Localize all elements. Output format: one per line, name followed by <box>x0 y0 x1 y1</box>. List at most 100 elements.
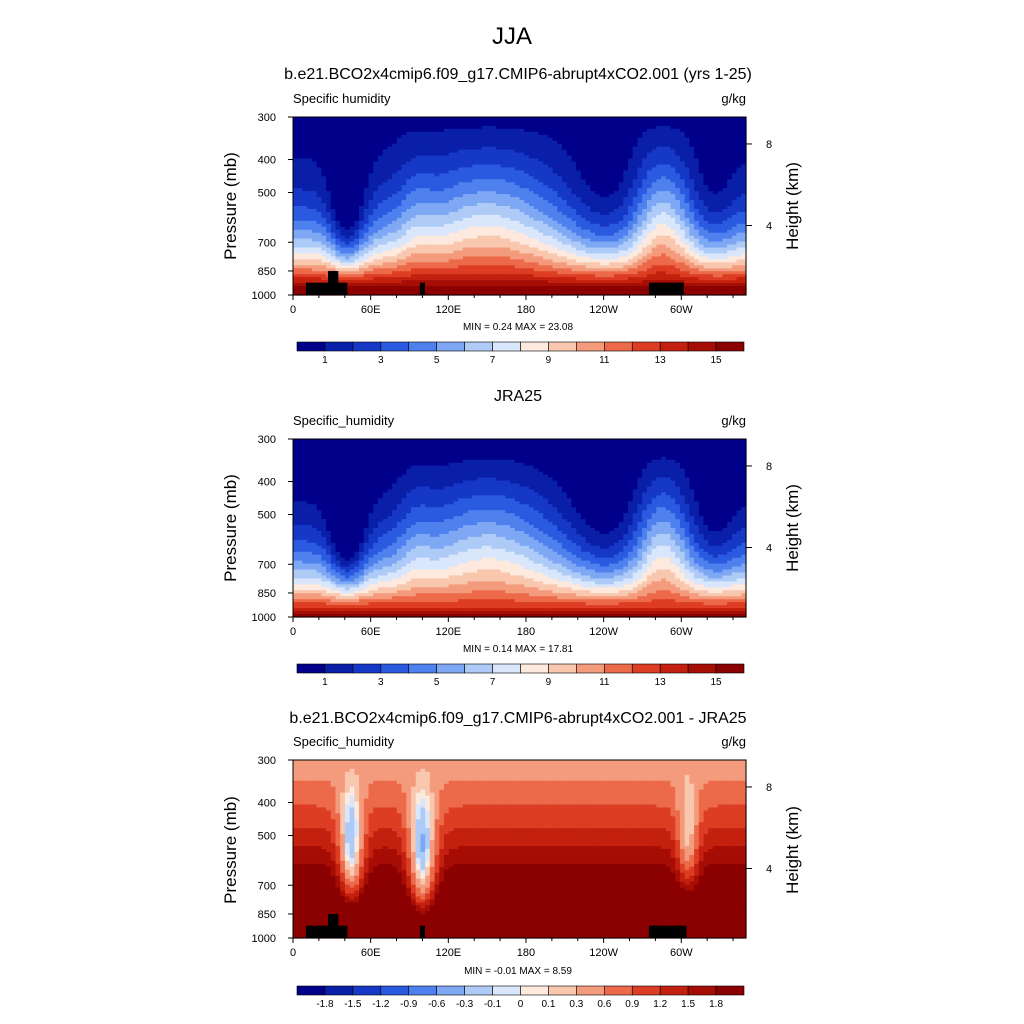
contour-cell <box>609 241 615 246</box>
contour-cell <box>566 137 573 142</box>
contour-cell <box>708 206 714 210</box>
contour-cell <box>481 191 488 195</box>
contour-cell <box>321 170 327 174</box>
contour-cell <box>528 262 535 266</box>
contour-cell <box>510 173 516 177</box>
contour-cell <box>406 194 412 198</box>
contour-cell <box>481 140 488 145</box>
contour-cell <box>524 131 530 136</box>
contour-cell <box>335 194 341 198</box>
contour-cell <box>340 119 346 124</box>
contour-cell <box>467 158 473 163</box>
contour-cell <box>363 119 370 124</box>
contour-cell <box>613 241 620 246</box>
contour-cell <box>354 149 360 154</box>
contour-cell <box>462 191 469 195</box>
contour-cell <box>415 220 422 225</box>
contour-cell <box>566 206 573 210</box>
contour-cell <box>708 208 714 213</box>
contour-cell <box>543 176 549 180</box>
contour-cell <box>359 119 365 124</box>
contour-cell <box>552 176 558 180</box>
contour-cell <box>528 259 535 263</box>
contour-cell <box>519 197 525 201</box>
contour-cell <box>477 206 483 210</box>
contour-cell <box>439 149 445 154</box>
contour-cell <box>675 238 681 243</box>
contour-cell <box>410 143 417 148</box>
contour-cell <box>679 179 686 183</box>
contour-cell <box>382 128 388 133</box>
contour-cell <box>311 253 318 258</box>
contour-cell <box>354 200 360 204</box>
contour-cell <box>566 176 573 180</box>
contour-cell <box>467 214 473 219</box>
contour-cell <box>505 259 511 263</box>
contour-cell <box>387 250 393 255</box>
contour-cell <box>387 155 393 160</box>
contour-cell <box>514 238 521 243</box>
contour-cell <box>448 140 455 145</box>
contour-cell <box>665 128 672 133</box>
contour-cell <box>495 200 502 204</box>
contour-cell <box>547 203 554 207</box>
contour-cell <box>340 173 346 177</box>
contour-cell <box>462 179 469 183</box>
contour-cell <box>727 158 733 163</box>
contour-cell <box>628 119 634 124</box>
contour-cell <box>425 206 431 210</box>
contour-cell <box>359 158 365 163</box>
contour-cell <box>609 232 615 237</box>
contour-cell <box>293 238 299 243</box>
contour-cell <box>495 226 502 231</box>
contour-cell <box>552 268 558 272</box>
contour-cell <box>467 235 473 240</box>
contour-cell <box>495 232 502 237</box>
contour-cell <box>425 125 431 130</box>
contour-cell <box>410 247 417 252</box>
contour-cell <box>330 152 337 157</box>
contour-cell <box>698 200 705 204</box>
contour-cell <box>373 134 379 139</box>
contour-cell <box>628 140 634 145</box>
contour-cell <box>731 158 738 163</box>
contour-cell <box>731 137 738 142</box>
contour-cell <box>557 143 563 148</box>
contour-cell <box>359 191 365 195</box>
contour-cell <box>425 137 431 142</box>
contour-cell <box>425 143 431 148</box>
contour-cell <box>722 134 728 139</box>
contour-cell <box>722 128 728 133</box>
contour-cell <box>538 217 544 222</box>
contour-cell <box>321 131 327 136</box>
contour-cell <box>722 238 728 243</box>
contour-cell <box>722 250 728 255</box>
contour-cell <box>349 149 355 154</box>
contour-cell <box>425 211 431 216</box>
contour-cell <box>307 229 313 234</box>
contour-cell <box>293 137 299 142</box>
contour-cell <box>429 173 436 177</box>
contour-cell <box>500 256 506 260</box>
contour-cell <box>708 146 714 151</box>
contour-cell <box>293 146 299 151</box>
contour-cell <box>524 214 530 219</box>
contour-cell <box>415 238 422 243</box>
contour-cell <box>665 179 672 183</box>
contour-cell <box>410 229 417 234</box>
contour-cell <box>609 125 615 130</box>
contour-cell <box>642 170 648 174</box>
contour-cell <box>297 149 304 154</box>
contour-cell <box>500 149 506 154</box>
contour-cell <box>665 214 672 219</box>
contour-cell <box>708 119 714 124</box>
contour-cell <box>410 185 417 189</box>
contour-cell <box>444 200 450 204</box>
contour-cell <box>392 185 398 189</box>
contour-cell <box>618 250 624 255</box>
contour-cell <box>609 262 615 266</box>
contour-cell <box>415 152 422 157</box>
contour-cell <box>543 155 549 160</box>
contour-cell <box>576 140 582 145</box>
contour-cell <box>566 247 573 252</box>
